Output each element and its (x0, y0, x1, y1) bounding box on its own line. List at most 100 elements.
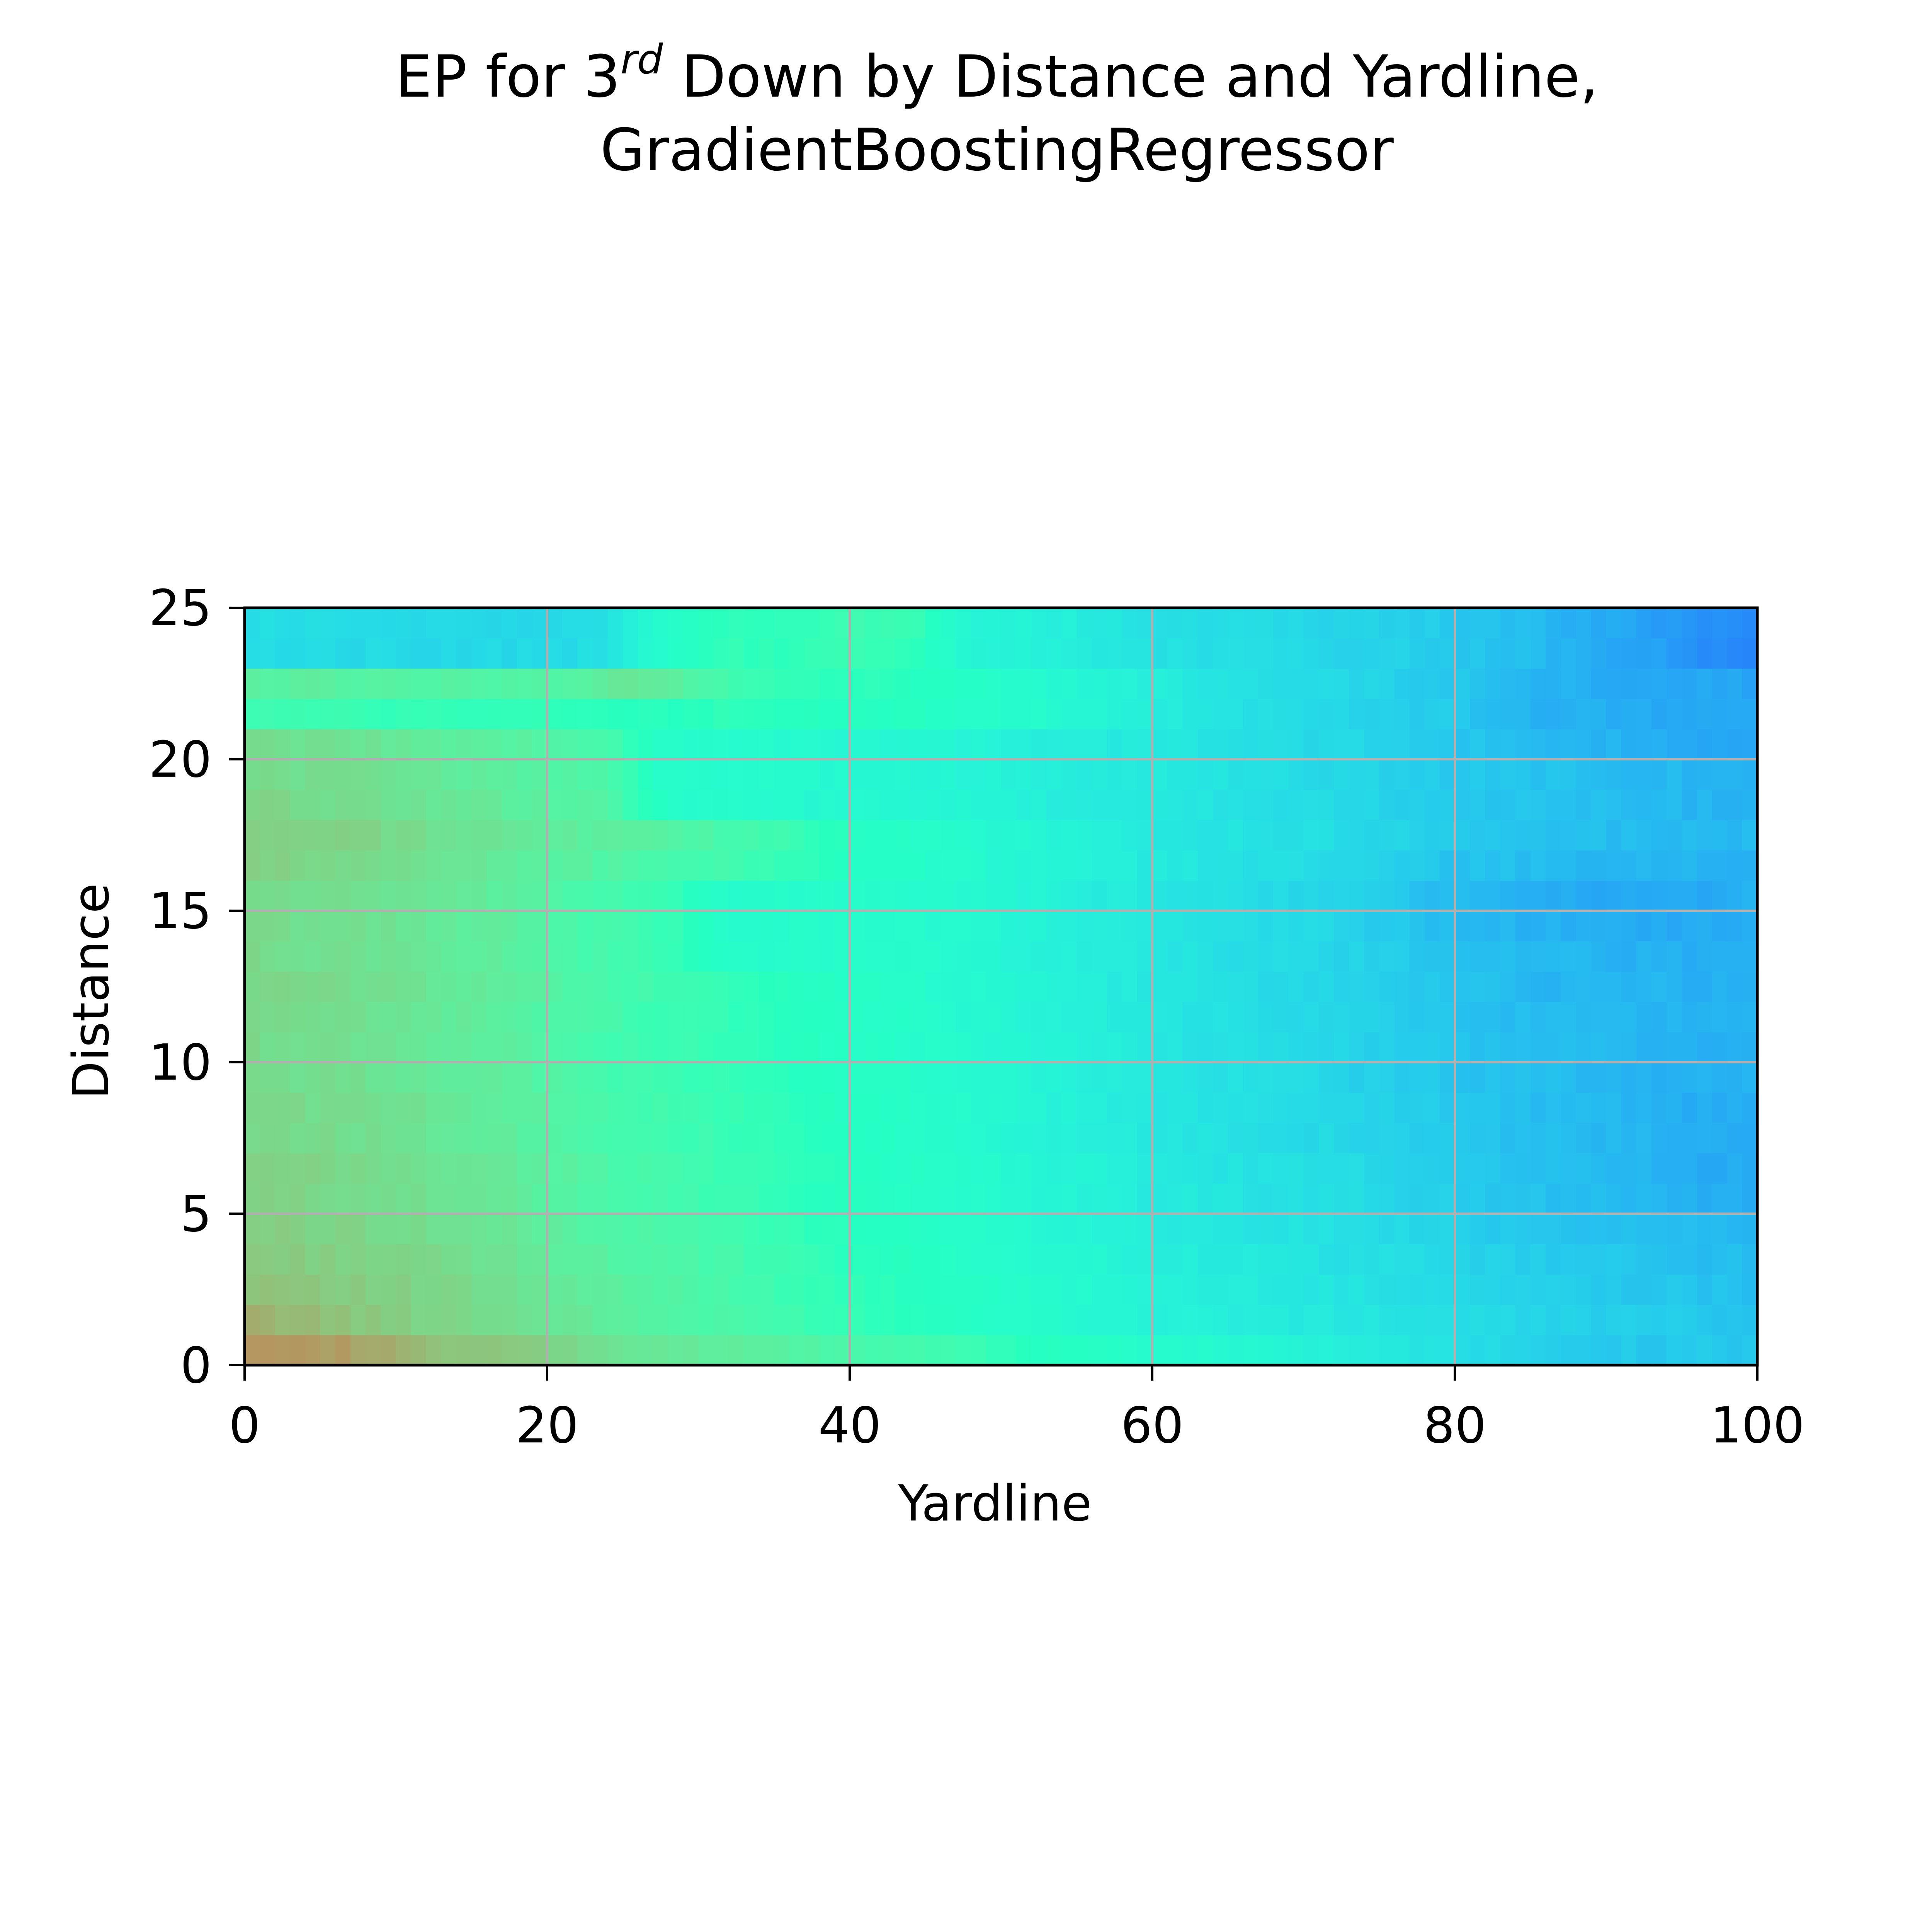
heatmap-cell (713, 759, 729, 790)
heatmap-cell (1046, 820, 1062, 850)
heatmap-cell (1424, 850, 1440, 881)
heatmap-cell (1530, 789, 1546, 820)
heatmap-cell (834, 1274, 850, 1305)
heatmap-cell (1243, 911, 1259, 942)
heatmap-cell (396, 608, 412, 639)
heatmap-cell (759, 759, 775, 790)
heatmap-cell (683, 971, 699, 1002)
heatmap-cell (441, 1062, 457, 1093)
heatmap-cell (1137, 820, 1153, 850)
heatmap-cell (1682, 699, 1697, 730)
heatmap-cell (1561, 1122, 1576, 1153)
heatmap-cell (562, 820, 578, 850)
heatmap-cell (653, 1032, 668, 1063)
heatmap-cell (1288, 729, 1304, 760)
heatmap-cell (1046, 699, 1062, 730)
heatmap-cell (1001, 668, 1017, 699)
heatmap-cell (1576, 1274, 1592, 1305)
heatmap-cell (1001, 1335, 1017, 1366)
heatmap-cell (819, 1335, 835, 1366)
heatmap-cell (728, 1244, 744, 1275)
heatmap-cell (1318, 1032, 1334, 1063)
heatmap-cell (486, 1092, 502, 1123)
heatmap-cell (1651, 1122, 1667, 1153)
heatmap-cell (1228, 1122, 1243, 1153)
heatmap-cell (774, 1032, 790, 1063)
heatmap-cell (441, 638, 457, 669)
x-tick-label: 40 (818, 1397, 881, 1454)
heatmap-cell (592, 729, 608, 760)
heatmap-cell (517, 1122, 532, 1153)
heatmap-cell (335, 1274, 351, 1305)
heatmap-cell (547, 1032, 563, 1063)
heatmap-cell (290, 638, 306, 669)
heatmap-cell (1137, 1153, 1153, 1184)
heatmap-cell (1197, 668, 1213, 699)
heatmap-cell (1213, 941, 1228, 972)
heatmap-cell (1061, 1092, 1077, 1123)
heatmap-cell (1001, 638, 1017, 669)
heatmap-cell (396, 1304, 412, 1335)
heatmap-cell (850, 880, 865, 911)
heatmap-cell (865, 1002, 881, 1032)
heatmap-cell (774, 1153, 790, 1184)
heatmap-cell (1288, 699, 1304, 730)
heatmap-cell (335, 820, 351, 850)
heatmap-cell (865, 1335, 881, 1366)
heatmap-cell (1092, 1304, 1107, 1335)
heatmap-cell (1258, 1122, 1274, 1153)
heatmap-cell (441, 1183, 457, 1214)
heatmap-cell (1258, 941, 1274, 972)
heatmap-cell (456, 911, 472, 942)
heatmap-cell (471, 668, 487, 699)
heatmap-cell (1349, 850, 1364, 881)
heatmap-cell (547, 1122, 563, 1153)
heatmap-cell (245, 789, 260, 820)
heatmap-cell (1712, 608, 1728, 639)
heatmap-cell (1530, 880, 1546, 911)
heatmap-cell (638, 759, 653, 790)
heatmap-cell (1636, 1274, 1652, 1305)
heatmap-cell (1606, 1214, 1622, 1245)
heatmap-cell (1545, 1153, 1561, 1184)
heatmap-cell (1213, 1032, 1228, 1063)
heatmap-cell (1667, 1002, 1682, 1032)
heatmap-cell (1606, 850, 1622, 881)
heatmap-cell (1137, 608, 1153, 639)
heatmap-cell (1712, 1032, 1728, 1063)
heatmap-cell (1152, 1274, 1168, 1305)
heatmap-cell (1349, 820, 1364, 850)
heatmap-cell (290, 820, 306, 850)
heatmap-cell (1409, 1244, 1425, 1275)
heatmap-cell (1651, 1153, 1667, 1184)
heatmap-cell (1606, 1092, 1622, 1123)
heatmap-cell (1515, 1183, 1531, 1214)
heatmap-cell (426, 668, 442, 699)
heatmap-cell (683, 638, 699, 669)
heatmap-cell (366, 789, 381, 820)
heatmap-cell (441, 911, 457, 942)
heatmap-cell (683, 1244, 699, 1275)
heatmap-cell (366, 1183, 381, 1214)
heatmap-cell (1092, 1092, 1107, 1123)
heatmap-cell (1303, 608, 1319, 639)
heatmap-cell (1152, 729, 1168, 760)
heatmap-cell (971, 729, 986, 760)
heatmap-cell (592, 1092, 608, 1123)
heatmap-cell (366, 1244, 381, 1275)
heatmap-cell (1349, 1244, 1364, 1275)
heatmap-cell (1333, 729, 1349, 760)
heatmap-cell (804, 1214, 820, 1245)
heatmap-cell (1318, 729, 1334, 760)
heatmap-cell (971, 1214, 986, 1245)
heatmap-cell (728, 1032, 744, 1063)
heatmap-cell (1500, 1002, 1516, 1032)
heatmap-cell (1152, 1304, 1168, 1335)
heatmap-cell (865, 729, 881, 760)
heatmap-cell (441, 820, 457, 850)
heatmap-cell (471, 850, 487, 881)
heatmap-cell (547, 880, 563, 911)
heatmap-cell (1500, 1092, 1516, 1123)
heatmap-cell (789, 1153, 805, 1184)
heatmap-cell (1182, 1274, 1198, 1305)
